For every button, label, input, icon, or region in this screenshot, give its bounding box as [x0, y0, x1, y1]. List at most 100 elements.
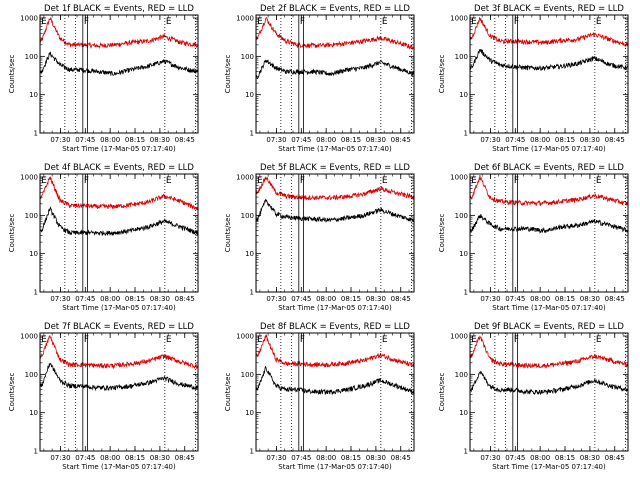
series-line-lld	[470, 335, 628, 369]
series-line-events	[256, 59, 414, 80]
series-line-events	[256, 365, 414, 396]
plot-frame	[39, 173, 199, 293]
x-tick-label: 07:45	[291, 454, 311, 462]
y-tick-label: 1000	[20, 15, 38, 23]
x-tick-label: 07:45	[505, 454, 525, 462]
x-tick-label: 08:30	[150, 295, 170, 303]
panel-title: Det 5f BLACK = Events, RED = LLD	[260, 163, 410, 173]
y-tick-label: 100	[25, 371, 38, 379]
plot-frame	[255, 14, 415, 134]
panel-title: Det 6f BLACK = Events, RED = LLD	[474, 163, 624, 173]
plot-frame	[469, 332, 629, 452]
marker-label: E	[41, 335, 47, 345]
y-axis-label: Counts/sec	[438, 214, 446, 253]
x-tick-label: 08:15	[341, 136, 361, 144]
y-axis-label: Counts/sec	[224, 55, 232, 94]
x-tick-label: 08:30	[366, 295, 386, 303]
x-tick-label: 08:30	[366, 454, 386, 462]
plot-area	[256, 15, 414, 133]
y-tick-label: 1	[34, 289, 38, 297]
series-line-events	[256, 198, 414, 223]
y-axis-label: Counts/sec	[8, 373, 16, 412]
x-tick-label: 08:00	[100, 295, 120, 303]
plot-area	[470, 174, 628, 292]
plot-frame	[39, 332, 199, 452]
x-tick-label: 07:30	[480, 454, 500, 462]
y-tick-label: 1	[464, 130, 468, 138]
x-tick-label: 07:45	[291, 136, 311, 144]
y-tick-label: 10	[29, 91, 38, 99]
y-tick-label: 1	[464, 289, 468, 297]
x-tick-label: 08:45	[605, 454, 625, 462]
y-tick-label: 100	[241, 53, 254, 61]
y-axis-label: Counts/sec	[8, 55, 16, 94]
series-line-lld	[470, 17, 628, 48]
x-tick-label: 08:30	[580, 295, 600, 303]
x-tick-label: 08:45	[391, 295, 411, 303]
y-axis-label: Counts/sec	[8, 214, 16, 253]
x-tick-label: 08:45	[175, 295, 195, 303]
marker-label: F	[300, 17, 305, 27]
y-tick-label: 10	[459, 91, 468, 99]
x-tick-label: 07:45	[505, 295, 525, 303]
y-tick-label: 1	[464, 448, 468, 456]
series-line-lld	[40, 335, 198, 370]
x-axis-label: Start Time (17-Mar-05 07:17:40)	[278, 145, 392, 153]
y-axis-label: Counts/sec	[224, 214, 232, 253]
x-tick-label: 08:00	[530, 136, 550, 144]
x-tick-label: 07:30	[266, 454, 286, 462]
x-tick-label: 07:30	[480, 136, 500, 144]
x-tick-label: 07:30	[50, 295, 70, 303]
x-tick-label: 08:45	[391, 454, 411, 462]
x-axis-label: Start Time (17-Mar-05 07:17:40)	[278, 463, 392, 471]
plot-area	[40, 15, 198, 133]
x-tick-label: 08:45	[605, 136, 625, 144]
y-tick-label: 100	[455, 212, 468, 220]
x-tick-label: 07:30	[266, 295, 286, 303]
marker-label: E	[41, 17, 47, 27]
marker-label: E	[596, 17, 602, 27]
plot-frame	[469, 173, 629, 293]
marker-label: E	[471, 335, 477, 345]
marker-label: E	[382, 17, 388, 27]
marker-label: E	[596, 176, 602, 186]
panel-2: Det 2f BLACK = Events, RED = LLD E F E 1 10 10…	[224, 4, 415, 153]
y-tick-label: 1	[250, 130, 254, 138]
x-tick-label: 08:15	[125, 295, 145, 303]
x-tick-label: 08:45	[175, 454, 195, 462]
y-axis-label: Counts/sec	[438, 55, 446, 94]
y-tick-label: 10	[29, 250, 38, 258]
marker-label: E	[166, 17, 172, 27]
y-tick-label: 1000	[236, 15, 254, 23]
marker-label: E	[257, 17, 263, 27]
y-tick-label: 1000	[20, 333, 38, 341]
panel-title: Det 3f BLACK = Events, RED = LLD	[474, 4, 624, 14]
panel-3: Det 3f BLACK = Events, RED = LLD E F E 1 10 10…	[438, 4, 629, 153]
x-axis-label: Start Time (17-Mar-05 07:17:40)	[492, 463, 606, 471]
marker-label: E	[596, 335, 602, 345]
x-tick-label: 08:00	[100, 136, 120, 144]
panel-1: Det 1f BLACK = Events, RED = LLD E F E 1 10 10…	[8, 4, 199, 153]
x-tick-label: 08:15	[125, 454, 145, 462]
marker-label: E	[382, 176, 388, 186]
plot-area	[40, 174, 198, 292]
panel-4: Det 4f BLACK = Events, RED = LLD E F E 1 10 10…	[8, 163, 199, 312]
marker-label: E	[41, 176, 47, 186]
panel-title: Det 9f BLACK = Events, RED = LLD	[474, 322, 624, 332]
marker-label: E	[166, 176, 172, 186]
y-tick-label: 1000	[450, 333, 468, 341]
x-tick-label: 08:15	[555, 136, 575, 144]
marker-label: E	[257, 335, 263, 345]
x-tick-label: 08:00	[530, 454, 550, 462]
marker-label: E	[382, 335, 388, 345]
panel-6: Det 6f BLACK = Events, RED = LLD E F E 1 10 10…	[438, 163, 629, 312]
y-tick-label: 1000	[450, 15, 468, 23]
marker-label: F	[300, 176, 305, 186]
y-tick-label: 100	[241, 212, 254, 220]
x-tick-label: 08:00	[316, 454, 336, 462]
x-axis-label: Start Time (17-Mar-05 07:17:40)	[62, 463, 176, 471]
series-line-events	[40, 362, 198, 392]
series-line-events	[470, 371, 628, 396]
marker-label: F	[84, 17, 89, 27]
y-tick-label: 100	[455, 371, 468, 379]
